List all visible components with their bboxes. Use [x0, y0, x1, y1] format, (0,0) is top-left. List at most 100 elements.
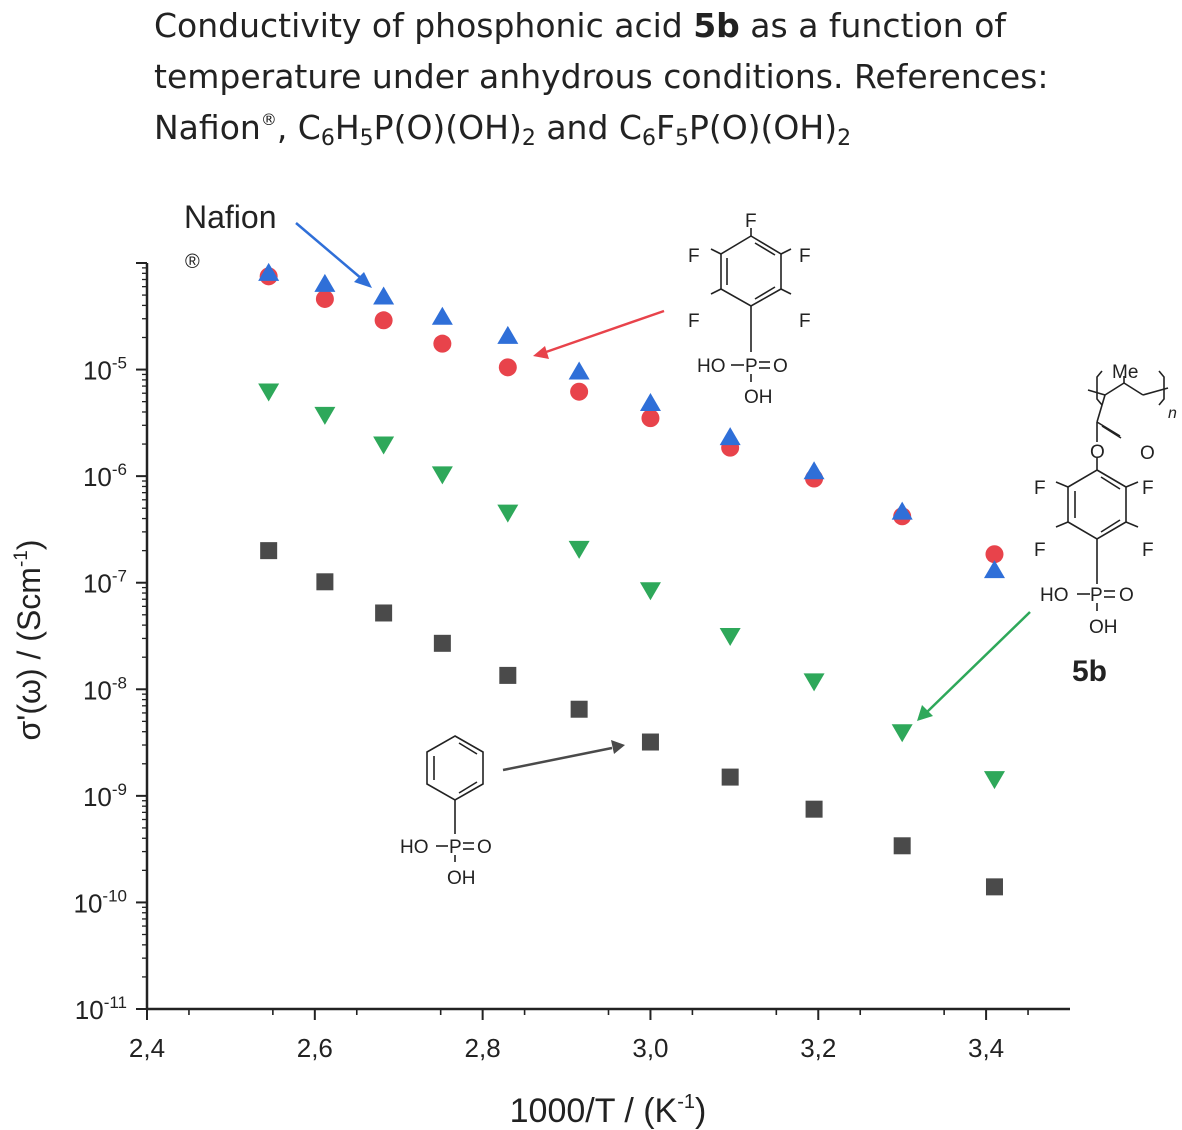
- x-tick-label: 3,4: [968, 1033, 1004, 1063]
- square-data-point: [316, 573, 334, 591]
- triangle-up-data-point: [639, 393, 661, 412]
- atom-label: F: [688, 246, 700, 267]
- atom-label: OH: [1089, 617, 1118, 638]
- x-tick-label: 3,2: [800, 1033, 836, 1063]
- triangle-down-data-point: [983, 771, 1005, 790]
- caption-text: Conductivity of phosphonic acid: [154, 6, 694, 45]
- circle-data-point: [433, 334, 452, 353]
- caption-text: H: [334, 108, 360, 147]
- caption-text: Nafion: [154, 108, 261, 147]
- square-data-point: [805, 800, 823, 818]
- triangle-down-data-point: [431, 466, 453, 485]
- y-tick-label: 10-10: [74, 886, 128, 918]
- triangle-down-data-point: [373, 436, 395, 455]
- y-axis-title: σ'(ω) / (Scm-1): [11, 539, 47, 740]
- triangle-up-data-point: [891, 501, 913, 520]
- triangle-down-data-point: [314, 406, 336, 425]
- atom-label: HO: [697, 356, 726, 377]
- pentafluorophenylphosphonic-acid-structure: [710, 228, 792, 382]
- x-tick-label: 2,4: [129, 1033, 165, 1063]
- compound-5b-structure: [1055, 370, 1169, 611]
- atom-label: F: [745, 211, 757, 232]
- y-tick-label: 10-8: [83, 673, 127, 705]
- caption-reg-mark: ®: [260, 110, 277, 129]
- square-data-point: [499, 666, 517, 684]
- y-tick-label: 10-7: [83, 567, 127, 599]
- x-axis-title: 1000/T / (K-1): [510, 1091, 707, 1130]
- caption-line-3: Nafion®, C6H5P(O)(OH)2 and C6F5P(O)(OH)2: [154, 102, 1164, 153]
- atom-label: Me: [1112, 362, 1138, 383]
- caption-subscript: 6: [641, 126, 656, 151]
- square-data-point: [260, 542, 278, 560]
- atom-label: O: [1140, 443, 1155, 464]
- caption-text: P(O)(OH): [373, 108, 522, 147]
- atom-label: P: [1090, 585, 1103, 606]
- atom-label: O: [1119, 585, 1134, 606]
- nafion-reg-mark: ®: [185, 251, 200, 273]
- y-tick-label: 10-6: [83, 460, 127, 492]
- square-data-point: [375, 604, 393, 622]
- caption-subscript: 2: [521, 126, 536, 151]
- x-tick-label: 2,8: [465, 1033, 501, 1063]
- square-data-point: [893, 837, 911, 855]
- atom-label: P: [745, 356, 758, 377]
- caption-bold-5b: 5b: [693, 6, 740, 45]
- nafion-label: Nafion: [184, 199, 277, 235]
- circle-data-point: [374, 311, 393, 330]
- square-data-point: [721, 768, 739, 786]
- y-tick-label: 10-5: [83, 354, 127, 386]
- triangle-up-data-point: [568, 361, 590, 380]
- nafion-arrow: [295, 222, 372, 288]
- circle-data-point: [985, 545, 1004, 564]
- caption-line-1: Conductivity of phosphonic acid 5b as a …: [154, 0, 1164, 51]
- caption-subscript: 2: [837, 126, 852, 151]
- pentafluorophenylphosphonic-acid-labels: F F F F F HO P O OH: [688, 211, 811, 408]
- x-tick-label: 2,6: [297, 1033, 333, 1063]
- caption-line-2: temperature under anhydrous conditions. …: [154, 57, 1049, 96]
- triangle-down-data-point: [891, 724, 913, 743]
- atom-label: n: [1168, 405, 1177, 422]
- triangle-up-data-point: [314, 273, 336, 292]
- atom-label: O: [477, 837, 492, 858]
- triangle-up-data-point: [803, 461, 825, 480]
- caption-subscript: 5: [674, 126, 689, 151]
- chart-axes: [136, 262, 1070, 1020]
- square-data-point: [570, 700, 588, 718]
- caption-text: P(O)(OH): [688, 108, 838, 147]
- atom-label: HO: [400, 837, 429, 858]
- triangle-up-data-point: [258, 262, 280, 281]
- y-tick-label: 10-9: [83, 780, 127, 812]
- triangle-down-data-point: [568, 540, 590, 559]
- square-data-point: [985, 878, 1003, 896]
- caption-text: , C: [276, 108, 321, 147]
- triangle-up-data-point: [431, 306, 453, 325]
- triangle-up-data-point: [497, 325, 519, 344]
- figure-caption: Conductivity of phosphonic acid 5b as a …: [154, 0, 1164, 153]
- atom-label: F: [799, 246, 811, 267]
- caption-text: and C: [535, 108, 642, 147]
- atom-label: F: [1142, 478, 1154, 499]
- triangle-up-data-point: [719, 427, 741, 446]
- pentafluorophenyl-arrow: [533, 309, 665, 359]
- circle-data-point: [570, 382, 589, 401]
- atom-label: OH: [447, 868, 476, 889]
- atom-label: HO: [1040, 585, 1069, 606]
- compound-5b-arrow: [917, 611, 1031, 721]
- caption-subscript: 5: [359, 126, 374, 151]
- atom-label: F: [688, 311, 700, 332]
- data-marks: [258, 262, 1005, 896]
- circle-data-point: [641, 409, 660, 428]
- compound-5b-labels: Me n O O F F F F HO P O OH 5b: [1034, 362, 1177, 688]
- atom-label: F: [1034, 478, 1046, 499]
- atom-label: O: [1090, 442, 1105, 463]
- triangle-down-data-point: [803, 673, 825, 692]
- x-tick-label: 3,0: [632, 1033, 668, 1063]
- triangle-up-data-point: [983, 560, 1005, 579]
- caption-subscript: 6: [320, 126, 335, 151]
- y-tick-label: 10-11: [75, 993, 127, 1025]
- triangle-down-data-point: [719, 627, 741, 646]
- circle-data-point: [315, 289, 334, 308]
- caption-text: F: [655, 108, 675, 147]
- circle-data-point: [498, 358, 517, 377]
